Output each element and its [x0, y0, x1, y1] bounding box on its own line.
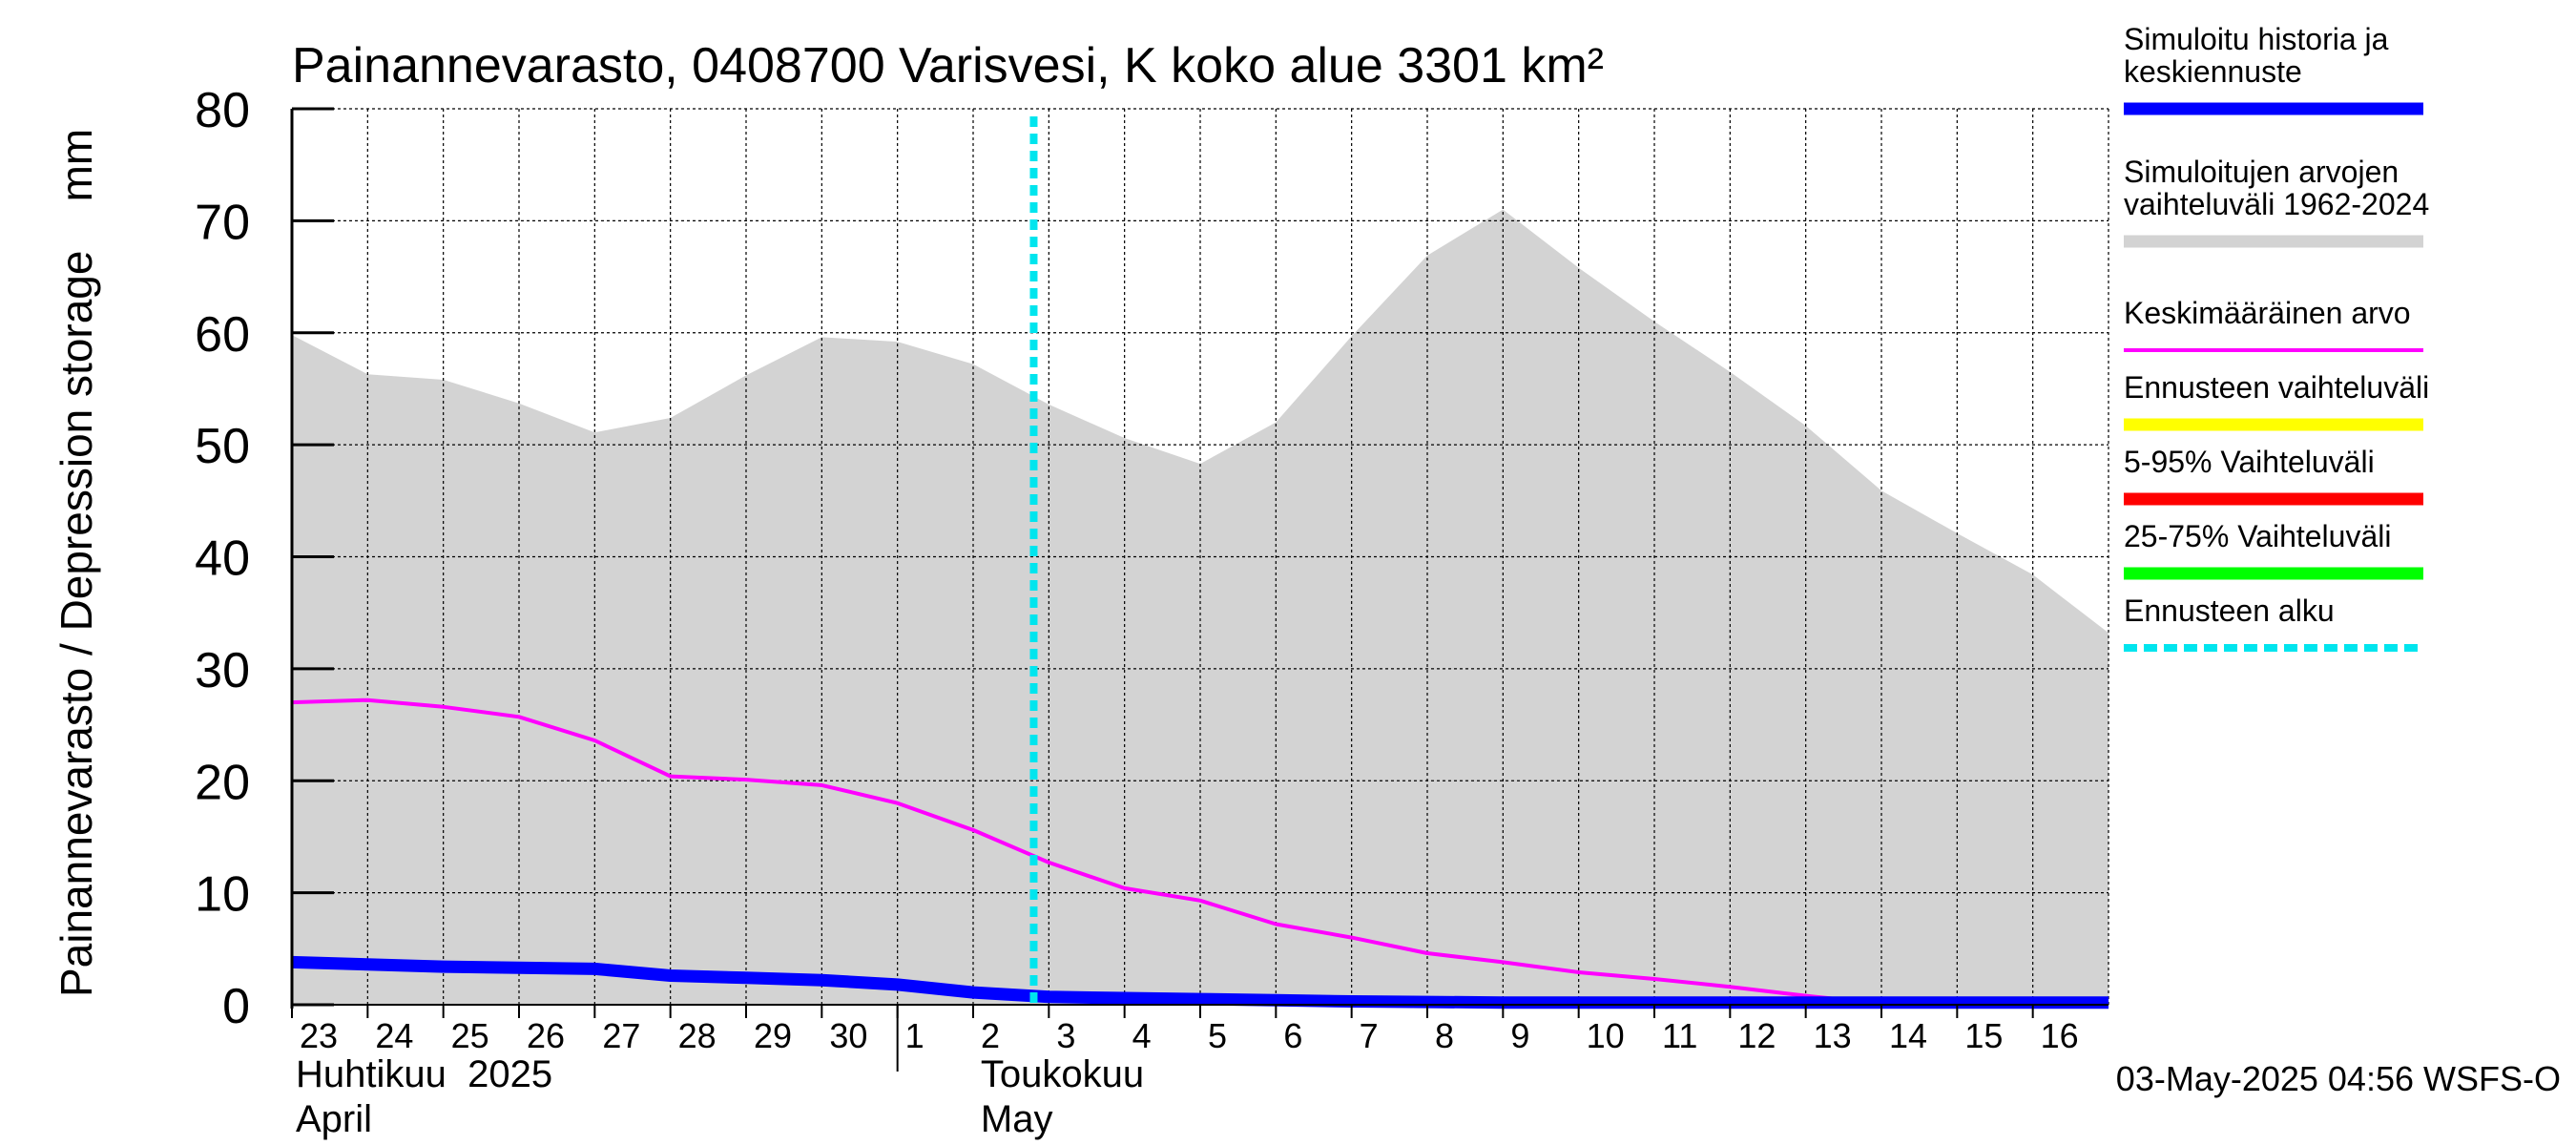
month-label-en: April	[296, 1098, 372, 1140]
x-tick-label: 24	[375, 1016, 413, 1055]
x-tick-label: 25	[451, 1016, 489, 1055]
x-tick-label: 12	[1737, 1016, 1776, 1055]
chart-title: Painannevarasto, 0408700 Varisvesi, K ko…	[292, 38, 1604, 94]
x-tick-label: 3	[1056, 1016, 1075, 1055]
x-tick-label: 28	[678, 1016, 717, 1055]
legend-item: 25-75% Vaihteluväli	[2124, 519, 2423, 580]
legend-label: Simuloitu historia ja	[2124, 22, 2389, 56]
x-tick-label: 15	[1964, 1016, 2003, 1055]
x-tick-label: 16	[2041, 1016, 2079, 1055]
x-tick-label: 13	[1814, 1016, 1852, 1055]
y-axis-label: Painannevarasto / Depression storage mm	[52, 129, 101, 997]
month-label-fi: Huhtikuu 2025	[296, 1053, 552, 1095]
y-tick-label: 50	[195, 419, 250, 474]
x-tick-label: 10	[1587, 1016, 1625, 1055]
legend-label: Ennusteen alku	[2124, 593, 2335, 628]
legend-item: Ennusteen vaihteluväli	[2124, 370, 2429, 431]
x-tick-label: 8	[1435, 1016, 1454, 1055]
x-tick-label: 30	[829, 1016, 867, 1055]
x-tick-label: 5	[1208, 1016, 1227, 1055]
plot-area	[291, 108, 2109, 1010]
legend-label: Simuloitujen arvojen	[2124, 155, 2399, 189]
x-tick-label: 29	[754, 1016, 792, 1055]
legend-label: Keskimääräinen arvo	[2124, 296, 2411, 330]
x-tick-label: 27	[602, 1016, 640, 1055]
y-tick-label: 0	[222, 979, 250, 1034]
y-tick-label: 60	[195, 307, 250, 363]
legend-label: Ennusteen vaihteluväli	[2124, 370, 2429, 405]
y-tick-label: 30	[195, 643, 250, 698]
x-tick-label: 1	[905, 1016, 924, 1055]
month-label-fi: Toukokuu	[981, 1053, 1144, 1095]
history-line	[291, 955, 2109, 1010]
legend-label: keskiennuste	[2124, 54, 2302, 89]
y-tick-label: 70	[195, 195, 250, 250]
month-label-en: May	[981, 1098, 1053, 1140]
legend-item: Keskimääräinen arvo	[2124, 296, 2423, 352]
x-tick-label: 9	[1510, 1016, 1529, 1055]
legend-label: 25-75% Vaihteluväli	[2124, 519, 2391, 553]
legend-item: 5-95% Vaihteluväli	[2124, 445, 2423, 506]
y-tick-label: 80	[195, 83, 250, 138]
y-tick-label: 40	[195, 531, 250, 587]
x-tick-label: 11	[1662, 1016, 1697, 1055]
legend: Simuloitu historia jakeskiennusteSimuloi…	[2124, 22, 2429, 652]
x-tick-label: 14	[1889, 1016, 1927, 1055]
y-tick-label: 10	[195, 867, 250, 923]
x-tick-label: 4	[1132, 1016, 1152, 1055]
legend-label: vaihteluväli 1962-2024	[2124, 187, 2429, 221]
timestamp-footer: 03-May-2025 04:56 WSFS-O	[2116, 1059, 2561, 1098]
x-tick-label: 26	[527, 1016, 565, 1055]
y-tick-label: 20	[195, 755, 250, 810]
x-tick-label: 2	[981, 1016, 1000, 1055]
legend-label: 5-95% Vaihteluväli	[2124, 445, 2375, 479]
x-tick-label: 23	[300, 1016, 338, 1055]
legend-item: Ennusteen alku	[2124, 593, 2423, 652]
x-tick-label: 6	[1283, 1016, 1302, 1055]
x-tick-label: 7	[1360, 1016, 1379, 1055]
mean-line	[291, 697, 2109, 1007]
